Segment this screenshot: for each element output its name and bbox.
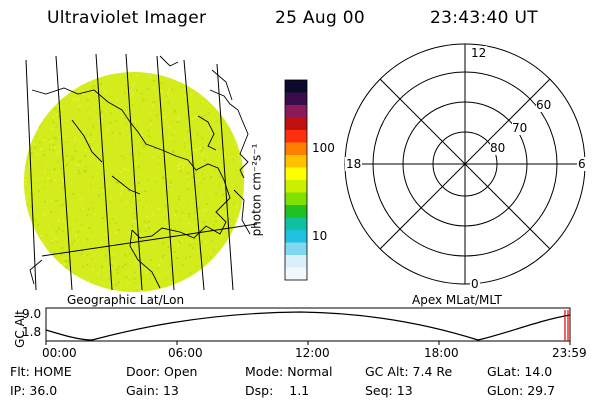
mlt-label-12: 12 — [470, 46, 488, 60]
status-mode: Mode: Normal — [245, 364, 333, 379]
time-label: 23:43:40 UT — [430, 8, 538, 28]
flt-value: HOME — [33, 364, 72, 379]
colorbar-cell — [285, 192, 307, 206]
glat-label: GLat: — [487, 364, 521, 379]
status-seq: Seq: 13 — [365, 383, 413, 398]
status-glat: GLat: 14.0 — [487, 364, 552, 379]
colorbar-cell — [285, 255, 307, 268]
mlat-label-70: 70 — [512, 121, 528, 135]
colorbar-cell — [285, 242, 307, 256]
mlt-label-18: 18 — [345, 157, 363, 171]
coastline — [29, 55, 251, 289]
polar-mlat-mlt-plot — [344, 43, 586, 285]
dsp-label: Dsp: — [245, 383, 274, 398]
glon-value: 29.7 — [527, 383, 556, 398]
mode-label: Mode: — [245, 364, 284, 379]
mlt-label-6: 6 — [577, 157, 587, 171]
gain-label: Gain: — [126, 383, 159, 398]
colorbar-cell — [285, 217, 307, 231]
status-ip: IP: 36.0 — [10, 383, 57, 398]
colorbar-cell — [285, 105, 307, 118]
dsp-value: 1.1 — [289, 383, 310, 398]
altitude-xtick-2359: 23:59 — [552, 346, 587, 360]
longitude-grid — [25, 53, 258, 291]
status-door: Door: Open — [126, 364, 197, 379]
colorbar-unit-label: photon cm⁻²s⁻¹ — [249, 143, 264, 237]
status-gain: Gain: 13 — [126, 383, 179, 398]
status-dsp: Dsp: 1.1 — [245, 383, 309, 398]
status-gc-alt: GC Alt: 7.4 Re — [365, 364, 452, 379]
colorbar-cell — [285, 130, 307, 143]
altitude-xtick-1200: 12:00 — [295, 346, 330, 360]
colorbar-cell — [285, 80, 307, 93]
instrument-title: Ultraviolet Imager — [47, 8, 207, 28]
glat-value: 14.0 — [524, 364, 553, 379]
altitude-xtick-0600: 06:00 — [168, 346, 203, 360]
polar-caption: Apex MLat/MLT — [412, 293, 502, 307]
geo-caption: Geographic Lat/Lon — [67, 293, 185, 307]
mlat-label-60: 60 — [536, 98, 552, 112]
glon-label: GLon: — [487, 383, 524, 398]
altitude-plot — [45, 307, 571, 345]
seq-label: Seq: — [365, 383, 393, 398]
door-label: Door: — [126, 364, 161, 379]
colorbar-cell — [285, 180, 307, 193]
colorbar — [284, 79, 308, 281]
door-value: Open — [164, 364, 198, 379]
colorbar-cell — [285, 155, 307, 168]
altitude-ytick-9: 9.0 — [22, 307, 42, 321]
colorbar-cell — [285, 117, 307, 131]
date-label: 25 Aug 00 — [275, 8, 365, 28]
colorbar-cell — [285, 230, 307, 243]
mode-value: Normal — [287, 364, 333, 379]
colorbar-cell — [285, 92, 307, 106]
colorbar-cell — [285, 167, 307, 181]
colorbar-cell — [285, 205, 307, 218]
colorbar-cell — [285, 267, 307, 281]
altitude-curve — [45, 311, 571, 341]
colorbar-tick-100: 100 — [312, 141, 335, 155]
altitude-ytick-1-8: 1.8 — [22, 325, 42, 339]
mlat-label-80: 80 — [490, 141, 506, 155]
geographic-map-panel — [24, 53, 258, 292]
gc-alt-label: GC Alt: — [365, 364, 409, 379]
status-glon: GLon: 29.7 — [487, 383, 555, 398]
ip-label: IP: — [10, 383, 26, 398]
altitude-xtick-0000: 00:00 — [42, 346, 77, 360]
ip-value: 36.0 — [29, 383, 58, 398]
seq-value: 13 — [396, 383, 413, 398]
gc-alt-value: 7.4 Re — [412, 364, 453, 379]
flt-label: Flt: — [10, 364, 30, 379]
mlt-diagonal-b — [379, 78, 551, 250]
gain-value: 13 — [162, 383, 179, 398]
altitude-xtick-1800: 18:00 — [424, 346, 459, 360]
colorbar-tick-10: 10 — [312, 229, 328, 243]
colorbar-cell — [285, 142, 307, 156]
mlt-label-0: 0 — [470, 277, 480, 291]
status-flt: Flt: HOME — [10, 364, 72, 379]
